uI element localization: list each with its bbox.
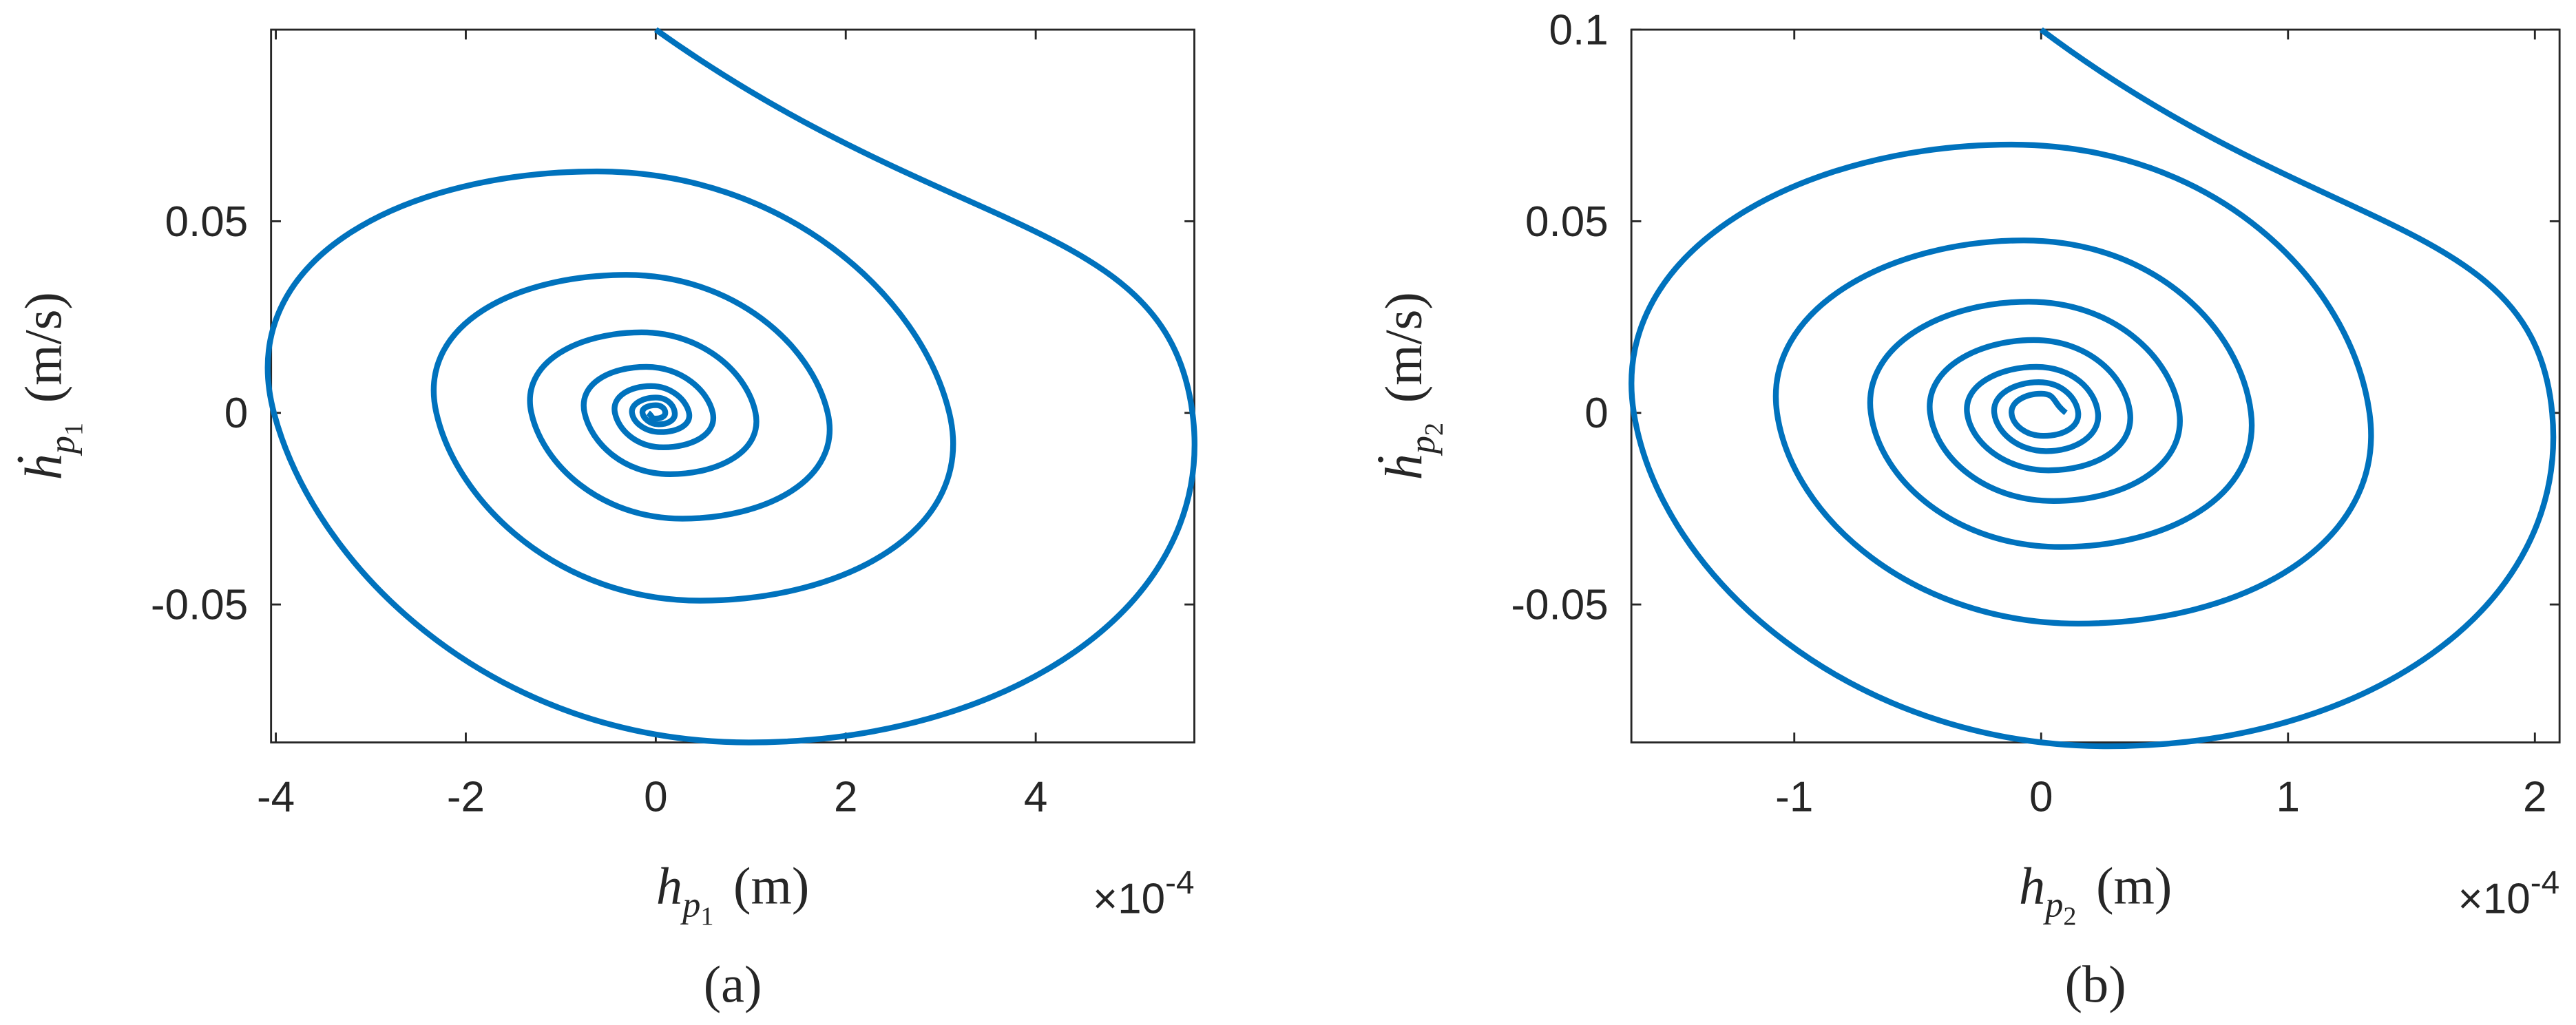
x-tick-label: -2	[447, 774, 485, 821]
symbol: h	[2019, 856, 2045, 915]
subscript: p	[680, 885, 700, 924]
symbol: ḣ	[14, 454, 72, 480]
subscript: p	[1403, 436, 1443, 456]
x-tick-label: -4	[257, 774, 295, 821]
x-tick-label: 0	[2029, 774, 2053, 821]
subsubscript: 1	[59, 423, 88, 436]
unit: (m/s)	[14, 292, 72, 403]
x-tick-label: 2	[834, 774, 858, 821]
unit: (m)	[733, 856, 809, 915]
panel-label: (b)	[2065, 955, 2126, 1013]
y-tick-label: 0.05	[1525, 198, 1609, 246]
y-tick-label: 0.1	[1549, 7, 1609, 54]
axes-box	[1630, 28, 2561, 743]
x-axis-label: hp1 (m)	[656, 856, 809, 931]
multiplier-base: ×10	[1093, 876, 1165, 923]
y-axis-label: ḣp1 (m/s)	[14, 292, 88, 480]
y-axis-label: ḣp2 (m/s)	[1374, 292, 1449, 480]
multiplier-exponent: -4	[1165, 865, 1194, 901]
symbol: ḣ	[1374, 454, 1433, 480]
x-axis-label: hp2 (m)	[2019, 856, 2172, 931]
subscript: p	[2042, 885, 2063, 924]
x-tick-label: 2	[2523, 774, 2547, 821]
y-tick-label: -0.05	[151, 582, 248, 629]
x-multiplier: ×10-4	[2458, 865, 2560, 923]
x-tick-label: -1	[1775, 774, 1813, 821]
y-tick-label: 0.05	[165, 198, 249, 246]
symbol: h	[656, 856, 682, 915]
subscript: p	[42, 436, 82, 456]
x-tick-label: 4	[1024, 774, 1048, 821]
trajectory	[264, 27, 1197, 746]
subsubscript: 2	[2063, 902, 2076, 931]
x-multiplier: ×10-4	[1093, 865, 1195, 923]
multiplier-base: ×10	[2458, 876, 2531, 923]
unit: (m)	[2096, 856, 2172, 915]
axes-box	[270, 28, 1195, 743]
x-tick-label: 1	[2276, 774, 2301, 821]
panel-label: (a)	[704, 955, 762, 1013]
multiplier-exponent: -4	[2531, 865, 2559, 901]
unit: (m/s)	[1374, 292, 1433, 403]
y-tick-label: -0.05	[1511, 582, 1608, 629]
subsubscript: 2	[1420, 423, 1449, 436]
trajectory	[1629, 27, 2557, 750]
subsubscript: 1	[700, 902, 713, 931]
y-tick-label: 0	[1584, 390, 1609, 437]
y-tick-label: 0	[224, 390, 249, 437]
x-tick-label: 0	[644, 774, 667, 821]
